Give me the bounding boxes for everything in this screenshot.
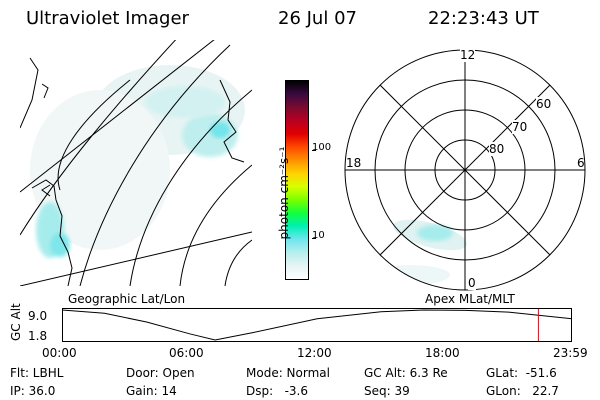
colorbar-unit-label: photon cm⁻²s⁻¹ [277, 146, 291, 240]
timeline-xtick: 00:00 [42, 346, 77, 360]
mlat-label-80: 80 [489, 142, 505, 156]
timeline-frame [62, 308, 572, 342]
polar-diagonal [379, 84, 551, 256]
altitude-curve [62, 309, 572, 341]
dsp-info: Dsp: -3.6 [246, 384, 309, 398]
timeline-plot [62, 308, 572, 342]
colorbar-tick-10: 10 [312, 230, 325, 241]
timeline-ytick: 9.0 [28, 309, 48, 323]
polar-caption: Apex MLat/MLT [425, 292, 515, 306]
timeline-xtick: 23:59 [553, 346, 588, 360]
door-info: Door: Open [126, 366, 195, 380]
coastlines [20, 57, 245, 286]
gc-alt-info: GC Alt: 6.3 Re [364, 366, 448, 380]
polar-aurora [370, 219, 467, 285]
mlat-label-70: 70 [512, 120, 528, 134]
timeline-ytick: 1.8 [28, 329, 48, 343]
colorbar [285, 80, 309, 280]
mlt-label-18: 18 [346, 156, 362, 170]
timeline-xtick: 06:00 [169, 346, 204, 360]
colorbar-tick-100: 100 [312, 142, 332, 153]
colorbar-gradient [286, 81, 308, 279]
aurora-haze [30, 65, 245, 258]
mlt-label-0: 0 [468, 276, 476, 290]
polar-plot [344, 49, 586, 291]
mode-info: Mode: Normal [246, 366, 330, 380]
mlt-label-12: 12 [460, 48, 476, 62]
filter-info: Flt: LBHL [10, 366, 64, 380]
time-label: 22:23:43 UT [428, 8, 539, 29]
glat-info: GLat: -51.6 [486, 366, 557, 380]
gain-info: Gain: 14 [126, 384, 177, 398]
geographic-map [20, 40, 252, 286]
mlat-label-60: 60 [536, 97, 552, 111]
longitude-lines [20, 40, 252, 286]
seq-info: Seq: 39 [364, 384, 410, 398]
latitude-lines [20, 40, 252, 286]
mlt-label-6: 6 [577, 156, 585, 170]
colorbar-tickmark [312, 238, 316, 239]
date-label: 26 Jul 07 [278, 8, 357, 29]
map-caption: Geographic Lat/Lon [68, 292, 186, 306]
ip-info: IP: 36.0 [10, 384, 56, 398]
app-title: Ultraviolet Imager [26, 8, 189, 29]
colorbar-tickmark [312, 150, 316, 151]
timeline-xtick: 18:00 [425, 346, 460, 360]
glon-info: GLon: 22.7 [486, 384, 559, 398]
timeline-xtick: 12:00 [297, 346, 332, 360]
